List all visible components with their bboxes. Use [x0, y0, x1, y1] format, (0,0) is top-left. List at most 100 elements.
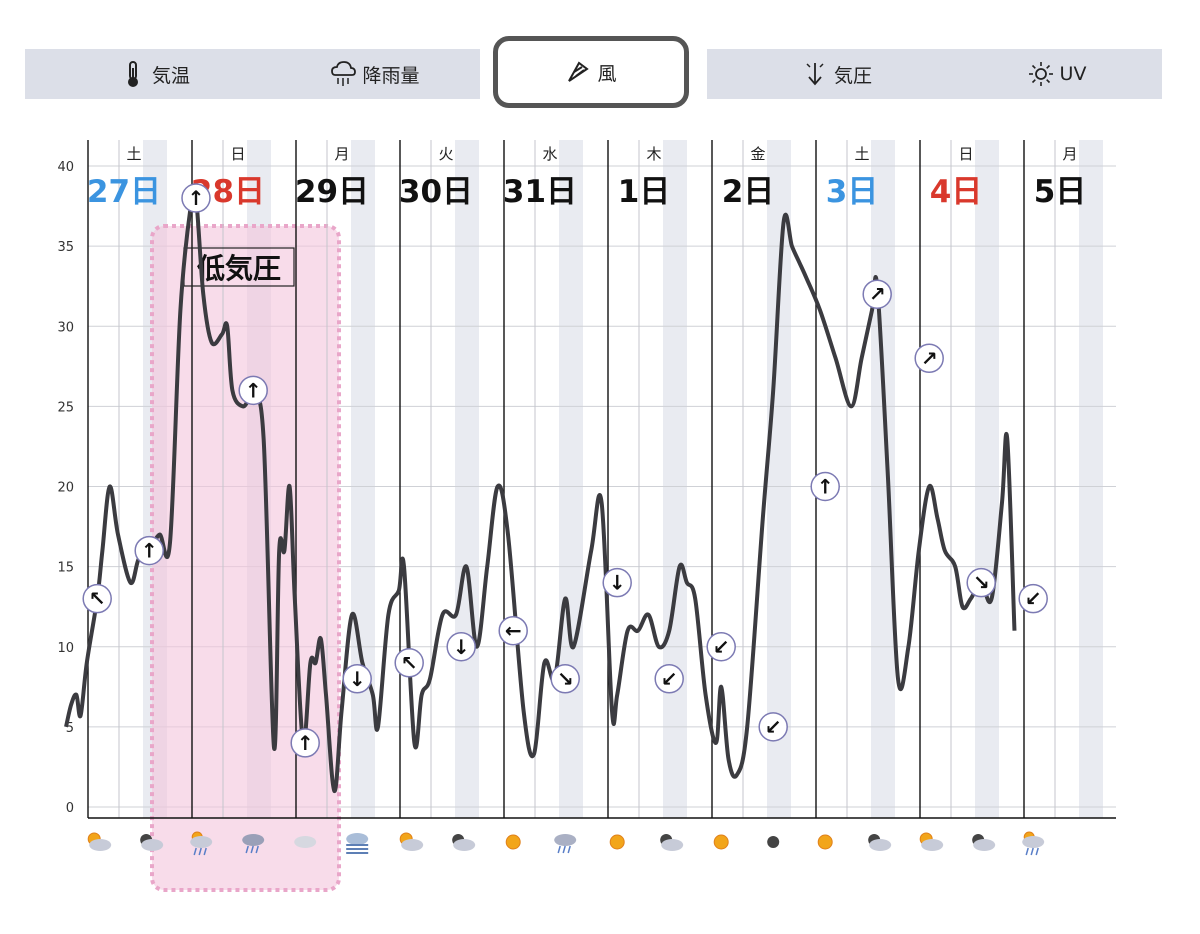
wind-direction-circle — [134, 535, 164, 566]
wind-direction-circle — [966, 567, 996, 598]
y-tick-label: 20 — [57, 481, 74, 496]
weather-sun-cloud-icon — [919, 832, 944, 851]
wind-direction-marker: ↖ — [82, 583, 112, 614]
weather-fog-icon — [346, 833, 369, 854]
wind-direction-arrow-icon: ↙ — [661, 667, 678, 691]
wind-direction-circle — [342, 664, 372, 694]
night-band — [767, 140, 791, 818]
rain-drop — [193, 847, 197, 856]
wind-direction-marker: ↓ — [602, 567, 632, 598]
wind-direction-marker: ↑ — [810, 471, 840, 502]
tab-temperature[interactable]: 気温 — [85, 49, 225, 99]
weather-moon-cloud-icon — [452, 834, 476, 851]
metric-tabbar: 気温 降雨量 風 気圧 — [0, 0, 1200, 120]
wind-direction-circle — [394, 648, 424, 678]
wind-direction-circle — [706, 632, 736, 662]
weekday-label: 金 — [750, 145, 765, 163]
cloud-shape — [294, 836, 317, 848]
weather-moon-cloud-icon — [972, 834, 996, 851]
windsock-icon — [568, 61, 590, 82]
wind-direction-marker: ↑ — [134, 535, 164, 566]
wind-direction-marker: ↗ — [862, 279, 892, 309]
wind-direction-marker: ↘ — [966, 567, 996, 598]
wind-direction-arrow-icon: ↙ — [1025, 587, 1042, 611]
weekday-label: 土 — [854, 145, 869, 163]
wind-direction-arrow-icon: ↙ — [713, 635, 730, 659]
y-tick-label: 0 — [66, 801, 74, 816]
wind-direction-arrow-icon: ↑ — [297, 731, 314, 755]
wind-direction-arrow-icon: ← — [505, 619, 522, 643]
wind-direction-arrow-icon: ↓ — [453, 635, 470, 659]
low-pressure-label-box: 低気圧 — [183, 247, 295, 287]
date-label: 30日 — [399, 174, 473, 210]
tab-wind[interactable]: 風 — [493, 36, 689, 108]
weather-sun-icon — [713, 834, 729, 850]
wind-speed-line — [64, 187, 1017, 793]
wind-direction-circle — [181, 183, 211, 213]
low-pressure-region — [150, 224, 341, 892]
sun-shape — [505, 834, 521, 850]
y-tick-label: 30 — [57, 320, 74, 335]
cloud-shape — [869, 839, 892, 851]
tab-group-right: 気圧 UV — [707, 49, 1162, 99]
weekday-label: 水 — [542, 145, 557, 163]
wind-direction-circle — [914, 343, 944, 374]
weather-sun-icon — [505, 834, 521, 850]
thermometer-icon — [127, 61, 138, 87]
cloud-shape — [242, 834, 265, 846]
wind-direction-marker: ↙ — [758, 712, 788, 742]
wind-direction-marker: ↙ — [654, 664, 684, 694]
weather-rain-icon — [554, 834, 577, 854]
wind-direction-arrow-icon: ↖ — [401, 651, 418, 675]
cloud-shape — [346, 833, 369, 845]
wind-direction-marker: ↙ — [706, 632, 736, 662]
rain-drop — [562, 845, 566, 854]
rain-drop — [203, 847, 207, 856]
tab-pressure[interactable]: 気圧 — [767, 49, 907, 99]
cloud-shape — [89, 839, 112, 851]
low-pressure-label: 低気圧 — [196, 252, 281, 285]
weather-cloud-icon — [294, 836, 317, 848]
wind-direction-arrow-icon: ↑ — [141, 539, 158, 563]
night-band — [871, 140, 895, 818]
night-band — [351, 140, 375, 818]
weekday-label: 木 — [646, 145, 661, 163]
night-band — [663, 140, 687, 818]
date-label: 31日 — [503, 174, 577, 210]
y-tick-label: 5 — [66, 721, 74, 736]
wind-direction-circle — [810, 471, 840, 502]
rain-drop — [1025, 847, 1029, 856]
cloud-shape — [141, 839, 164, 851]
moon-shape — [767, 836, 780, 848]
wind-direction-circle — [446, 632, 476, 662]
tab-uv[interactable]: UV — [997, 49, 1117, 99]
tab-temperature-label: 気温 — [151, 64, 190, 87]
weekday-label: 火 — [438, 145, 453, 163]
cloud-shape — [973, 839, 996, 851]
wind-chart: 0 5 10 15 20 25 30 35 40 土 27日日 28日月 29日火 30日水 31日木 1日金… — [0, 130, 1200, 930]
wind-direction-arrow-icon: ↑ — [817, 475, 834, 499]
cloud-shape — [554, 834, 577, 846]
wind-direction-circle — [1018, 583, 1048, 614]
date-label: 2日 — [722, 174, 775, 210]
rain-drop — [245, 845, 249, 854]
wind-direction-marker: ↓ — [446, 632, 476, 662]
wind-direction-circle — [602, 567, 632, 598]
wind-direction-arrow-icon: ↓ — [609, 571, 626, 595]
y-tick-label: 35 — [57, 240, 74, 255]
wind-direction-circle — [654, 664, 684, 694]
pressure-arrow-icon — [806, 63, 824, 86]
wind-direction-arrow-icon: ↙ — [765, 715, 782, 739]
tab-rainfall[interactable]: 降雨量 — [305, 49, 445, 99]
wind-direction-circle — [550, 664, 580, 694]
rain-drop — [567, 845, 571, 854]
sun-shape — [817, 834, 833, 850]
date-label: 5日 — [1034, 174, 1087, 210]
cloud-shape — [401, 839, 424, 851]
wind-direction-marker: ↓ — [342, 664, 372, 694]
wind-direction-arrow-icon: ↓ — [349, 667, 366, 691]
wind-direction-circle — [238, 375, 268, 406]
weather-sun-icon — [817, 834, 833, 850]
wind-direction-marker: ↖ — [394, 648, 424, 678]
night-band — [975, 140, 999, 818]
